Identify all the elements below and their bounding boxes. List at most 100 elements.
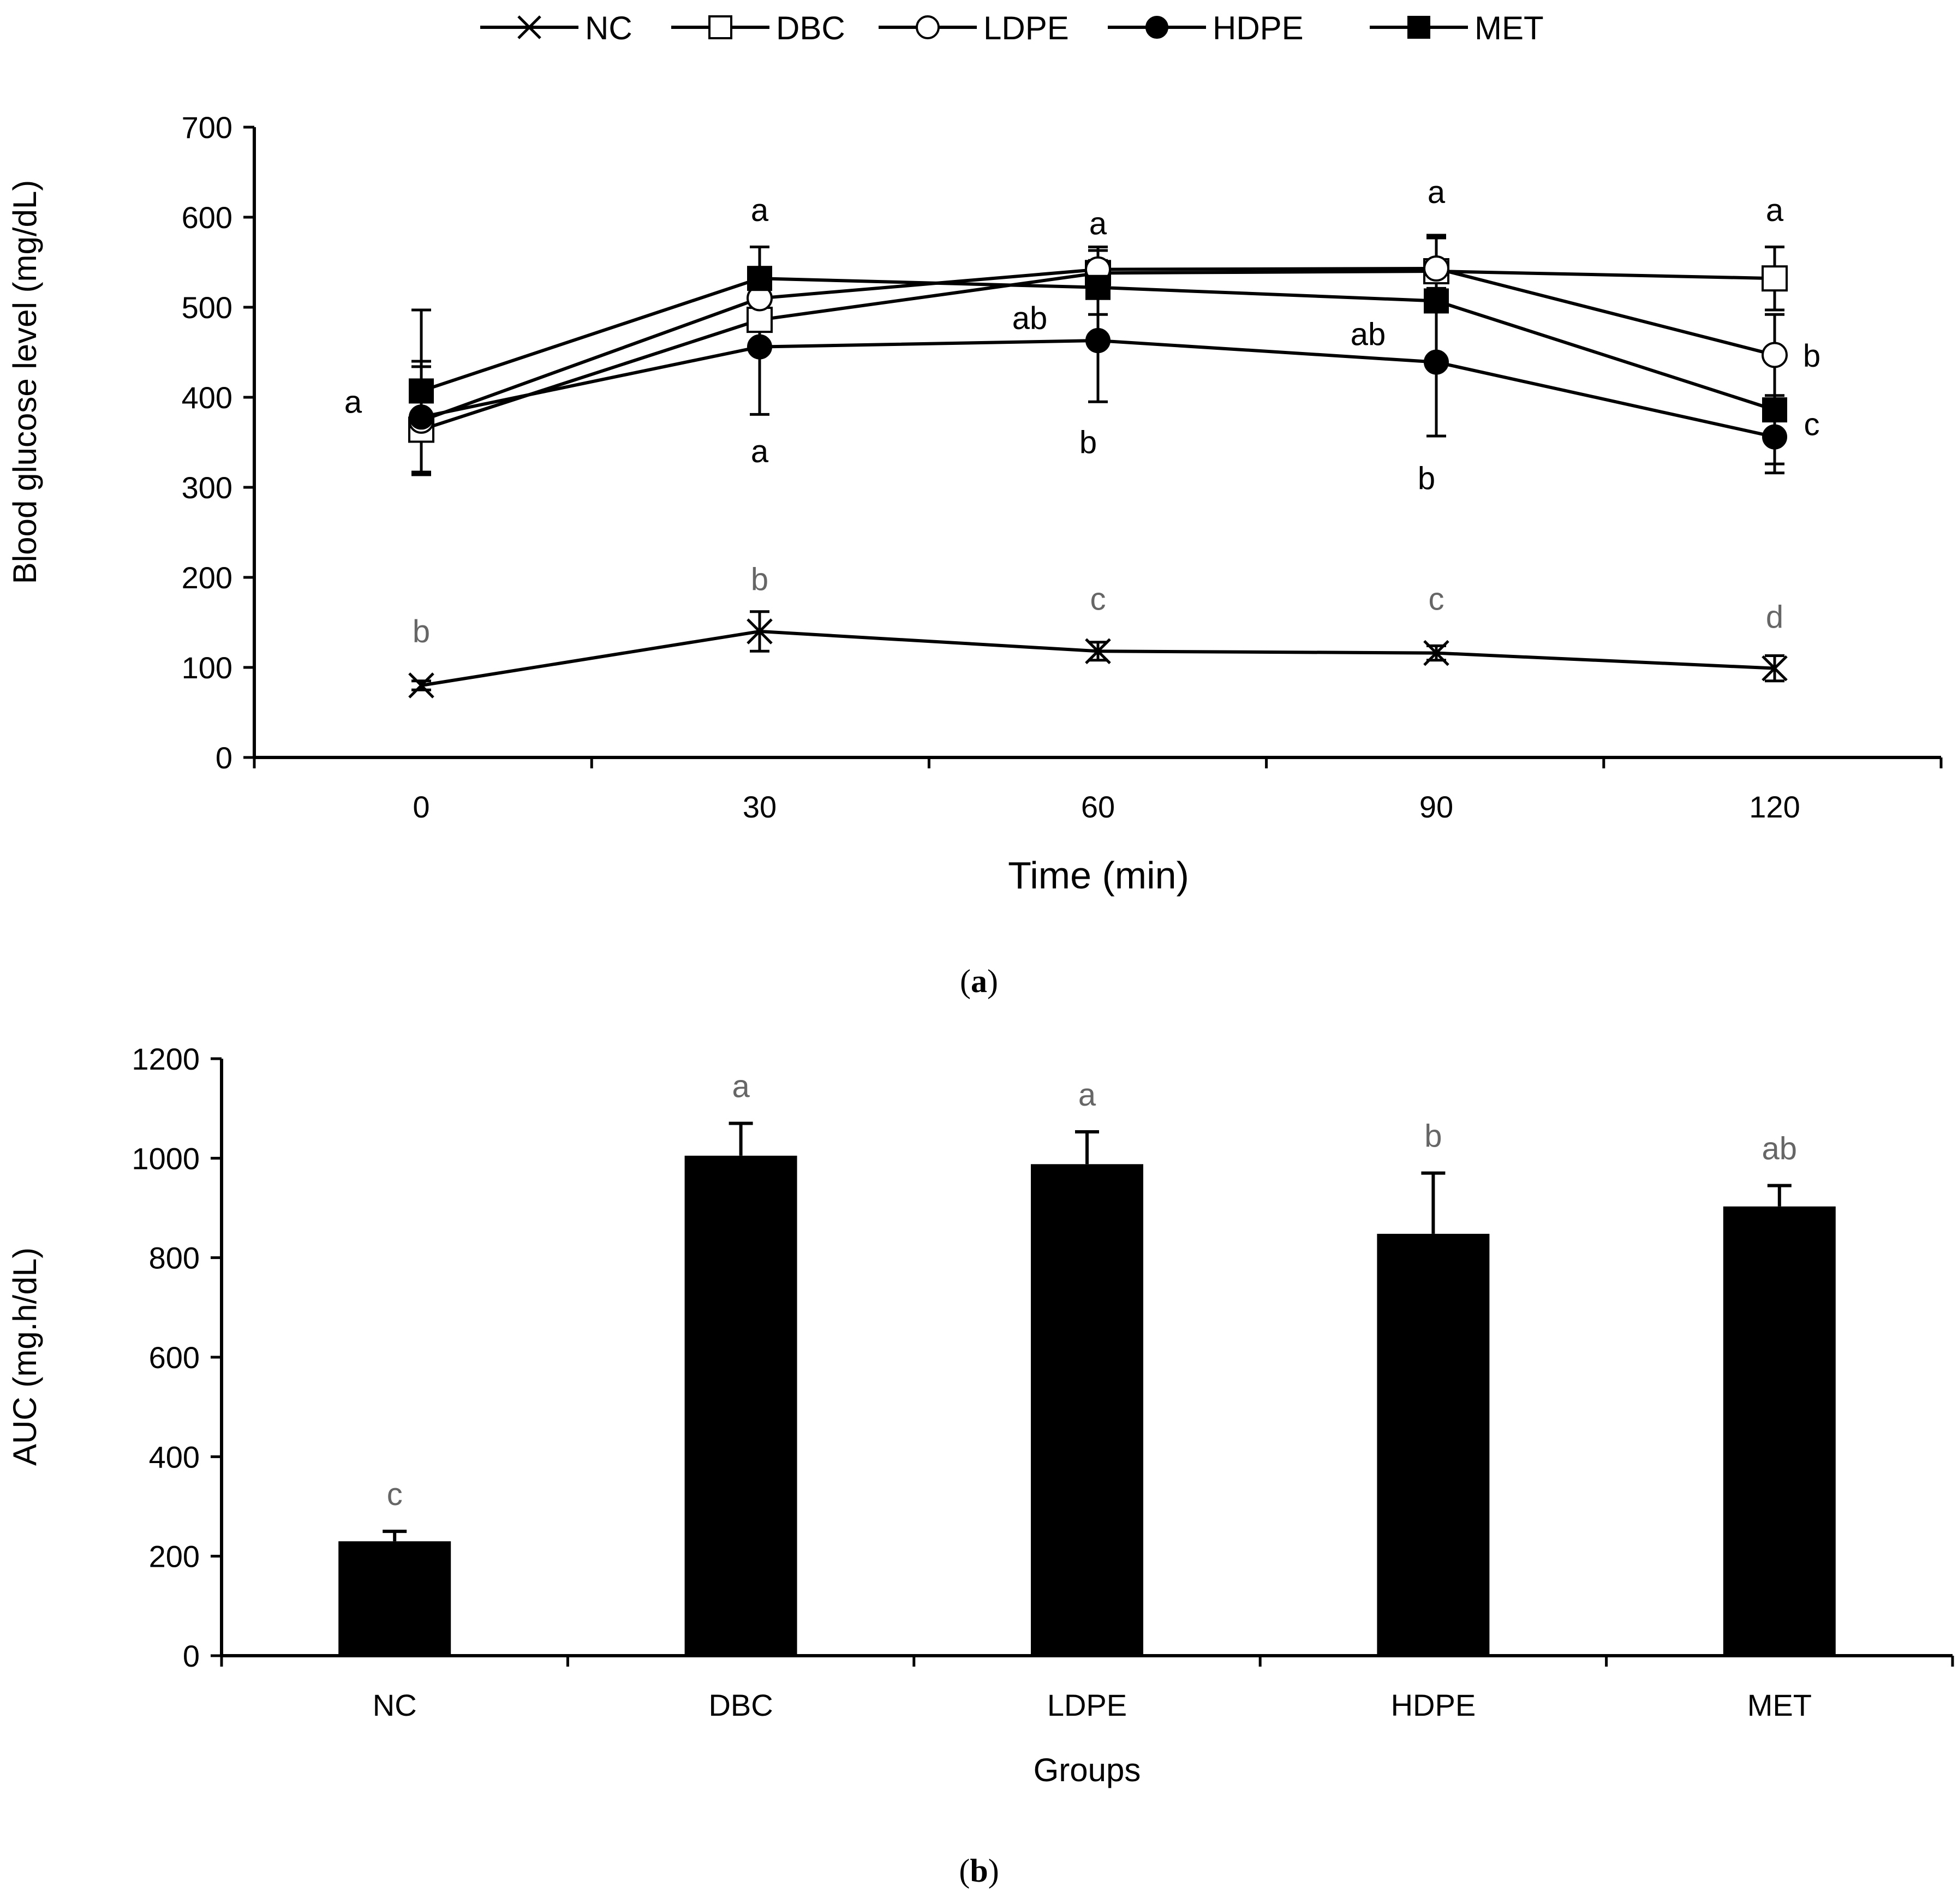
y-tick-label: 800 [149, 1241, 200, 1275]
legend-label: DBC [776, 10, 845, 46]
significance-letter: a [732, 1069, 750, 1105]
x-tick-label: 120 [1749, 790, 1800, 824]
significance-letter: a [751, 434, 769, 469]
panel-a-x-axis-title: Time (min) [1008, 854, 1189, 897]
filled-circle-icon-shape [1145, 16, 1168, 39]
significance-letter: a [344, 384, 362, 420]
significance-letter: ab [1762, 1131, 1798, 1166]
data-point-hdpe-shape [1085, 328, 1111, 354]
open-square-icon-shape [708, 15, 732, 39]
bar-ldpe [1031, 1164, 1143, 1656]
y-tick-label: 700 [182, 110, 232, 145]
data-point-dbc [747, 307, 773, 333]
x-icon [517, 15, 541, 39]
y-tick-label: 500 [182, 290, 232, 325]
y-tick-label: 1200 [132, 1042, 200, 1076]
significance-letter: a [1428, 175, 1446, 210]
data-point-dbc [1762, 265, 1788, 292]
significance-letter: ab [1012, 301, 1048, 336]
y-tick-label: 200 [149, 1539, 200, 1574]
data-point-nc-stroke-2 [408, 672, 434, 699]
x-tick-label: MET [1747, 1688, 1812, 1722]
data-point-nc [408, 672, 434, 699]
significance-letter: b [751, 562, 768, 597]
data-point-nc [1762, 655, 1788, 682]
data-point-ldpe [1762, 342, 1788, 368]
x-tick-label: DBC [708, 1688, 773, 1722]
panel-a-y-axis-title: Blood glucose level (mg/dL) [7, 180, 43, 584]
data-point-hdpe-shape [409, 404, 434, 430]
data-point-met [409, 378, 434, 404]
significance-letter: a [1078, 1077, 1096, 1113]
legend-entry-ldpe: LDPE [879, 10, 1069, 46]
y-tick-label: 300 [182, 470, 232, 505]
data-point-dbc-shape [747, 307, 773, 333]
chart-panel-b: 0 200 400 600 800 1000 1200 NC DBC LDPE HDPE MET c a a… [7, 1042, 1954, 1889]
data-point-met-shape [409, 378, 434, 404]
significance-letter: a [1089, 206, 1107, 242]
legend-entry-nc: NC [480, 10, 632, 46]
data-point-met [1085, 274, 1111, 300]
data-point-nc [1085, 638, 1111, 665]
significance-letter: b [413, 614, 430, 649]
legend: NC DBC LDPE HDPE MET [480, 10, 1544, 46]
x-icon-stroke-2 [517, 15, 541, 39]
significance-letter: b [1079, 425, 1097, 461]
panel-b-caption: (b) [959, 1853, 999, 1889]
x-tick-label: 30 [743, 790, 777, 824]
data-point-nc-stroke-2 [1762, 655, 1788, 682]
data-point-hdpe [1085, 328, 1111, 354]
data-point-met [747, 266, 772, 291]
y-tick-label: 600 [182, 200, 232, 235]
data-point-hdpe [747, 334, 772, 360]
data-point-met-shape [1424, 288, 1449, 314]
significance-letter: c [1090, 582, 1106, 617]
legend-label: LDPE [983, 10, 1069, 46]
x-tick-label: 60 [1081, 790, 1115, 824]
significance-letter: ab [1351, 317, 1386, 353]
data-point-met [1762, 397, 1787, 423]
data-point-hdpe-shape [1424, 349, 1449, 375]
legend-entry-hdpe: HDPE [1108, 10, 1304, 46]
y-tick-label: 200 [182, 560, 232, 595]
legend-label: NC [585, 10, 632, 46]
panel-b-caption-letter: b [970, 1853, 988, 1889]
data-point-nc [747, 618, 773, 644]
panel-a-caption-open-paren: ( [960, 963, 971, 999]
data-point-nc-stroke-2 [1423, 640, 1449, 666]
y-tick-label: 400 [149, 1440, 200, 1474]
panel-a-caption: (a) [960, 963, 998, 999]
panel-b-y-axis-title: AUC (mg.h/dL) [7, 1248, 43, 1466]
data-point-met-shape [1085, 274, 1111, 300]
open-circle-icon [916, 15, 940, 39]
y-tick-label: 100 [182, 650, 232, 685]
data-point-hdpe [1762, 424, 1787, 450]
y-tick-label: 600 [149, 1340, 200, 1375]
x-tick-label: HDPE [1391, 1688, 1476, 1722]
panel-b-caption-close-paren: ) [988, 1853, 999, 1889]
legend-entry-dbc: DBC [671, 10, 845, 46]
x-tick-label: LDPE [1047, 1688, 1127, 1722]
significance-letter: d [1766, 600, 1783, 635]
significance-letter: b [1418, 461, 1435, 497]
x-tick-label: 0 [413, 790, 429, 824]
y-tick-label: 1000 [132, 1141, 200, 1175]
data-point-nc [1423, 640, 1449, 666]
data-point-ldpe-shape [1762, 342, 1788, 368]
data-point-hdpe [409, 404, 434, 430]
bar-chart-marks: 0 200 400 600 800 1000 1200 NC DBC LDPE HDPE MET c a a… [132, 1042, 1954, 1722]
data-point-met-shape [1762, 397, 1787, 423]
data-point-hdpe-shape [747, 334, 772, 360]
panel-a-caption-letter: a [971, 963, 987, 999]
data-point-dbc-shape [1762, 265, 1788, 292]
data-point-ldpe [1423, 255, 1449, 282]
data-point-hdpe-shape [1762, 424, 1787, 450]
data-point-nc-stroke-2 [747, 618, 773, 644]
y-tick-label: 400 [182, 380, 232, 415]
y-tick-label: 0 [216, 741, 232, 775]
legend-entry-met: MET [1370, 10, 1544, 46]
data-point-hdpe [1424, 349, 1449, 375]
open-square-icon [708, 15, 732, 39]
